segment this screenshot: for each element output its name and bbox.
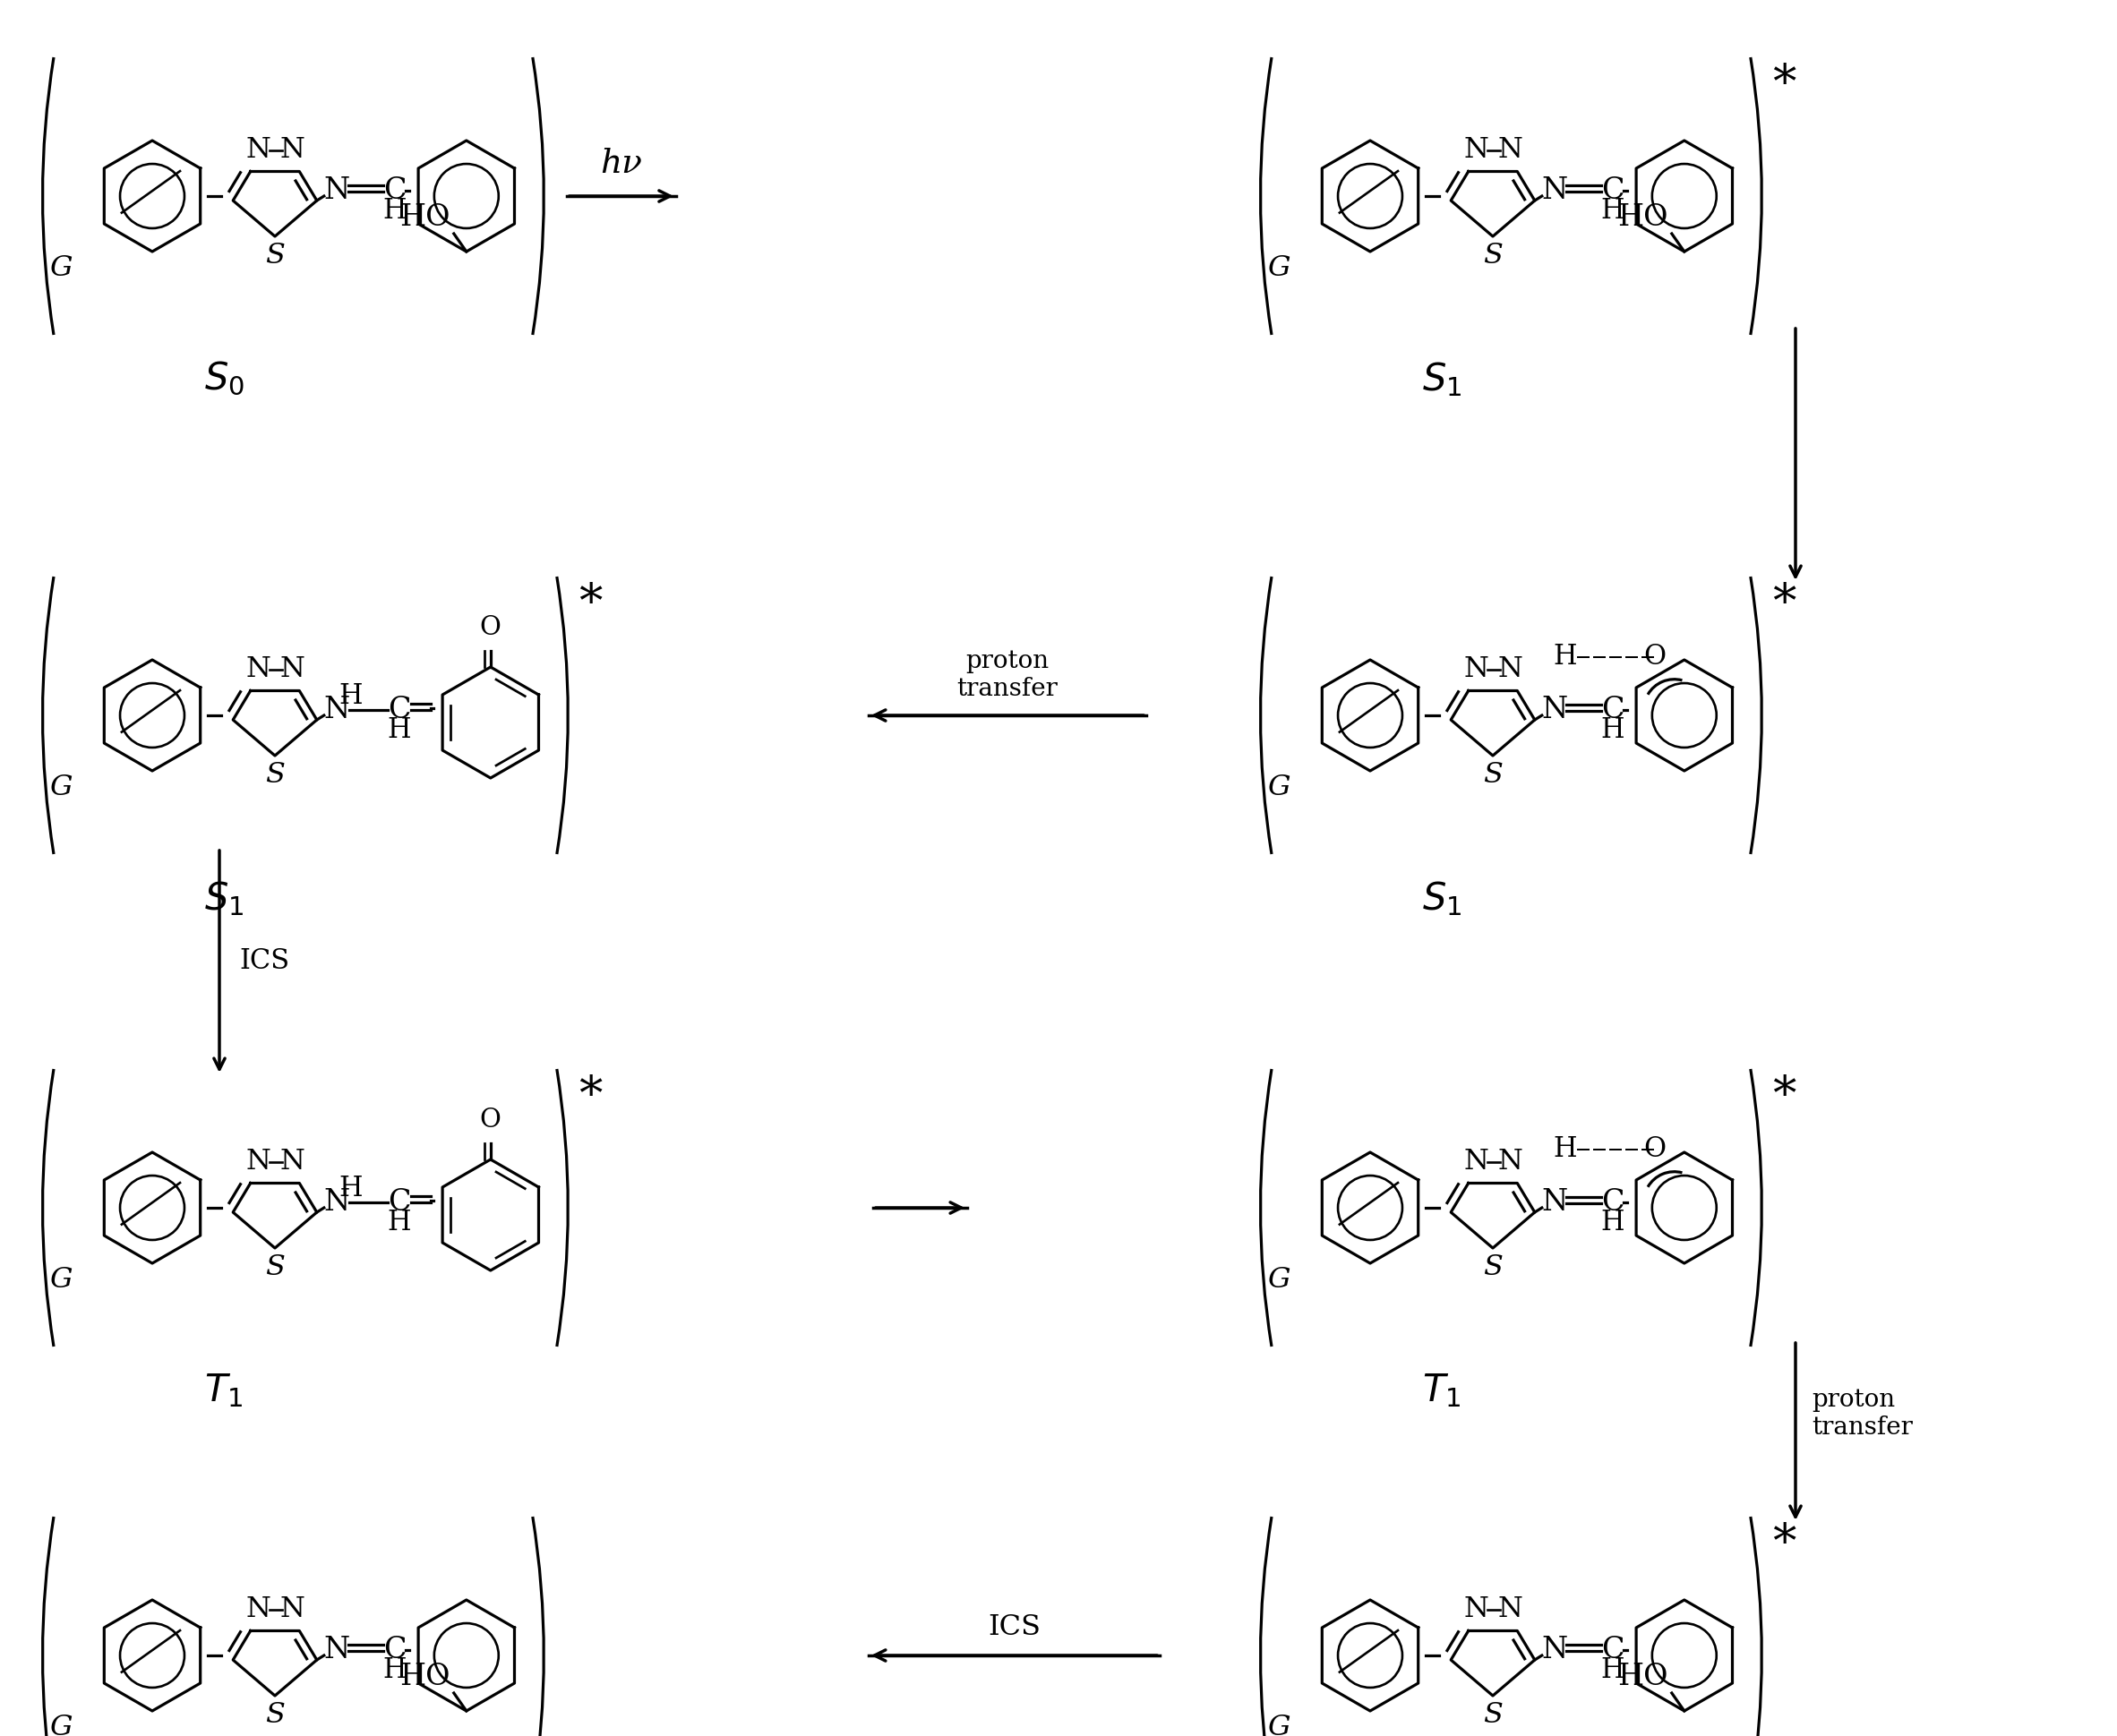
Text: N: N xyxy=(279,656,305,684)
Text: $\mathit{S}_0$: $\mathit{S}_0$ xyxy=(203,359,243,398)
Text: C: C xyxy=(1600,1187,1624,1217)
Text: N: N xyxy=(324,177,349,205)
Text: *: * xyxy=(578,1073,601,1120)
Text: $\mathit{T}_1$: $\mathit{T}_1$ xyxy=(205,1371,243,1410)
Text: O: O xyxy=(481,1108,502,1132)
Text: hν: hν xyxy=(601,148,641,181)
Text: N: N xyxy=(279,1595,305,1623)
Text: H: H xyxy=(1600,1208,1624,1236)
Text: H: H xyxy=(1600,717,1624,745)
Text: S: S xyxy=(1484,1701,1503,1729)
Text: H: H xyxy=(1554,1135,1577,1163)
Text: *: * xyxy=(1772,62,1795,108)
Text: HO: HO xyxy=(400,1663,451,1691)
Text: N: N xyxy=(324,1187,349,1217)
Text: C: C xyxy=(383,177,406,205)
Text: proton
transfer: proton transfer xyxy=(957,649,1058,701)
Text: C: C xyxy=(387,696,411,724)
Text: G: G xyxy=(49,773,72,800)
Text: S: S xyxy=(1484,1253,1503,1281)
Text: H: H xyxy=(1600,1656,1624,1684)
Text: *: * xyxy=(578,582,601,627)
Text: C: C xyxy=(1600,696,1624,724)
Text: C: C xyxy=(387,1187,411,1217)
Text: $\mathit{T}_1$: $\mathit{T}_1$ xyxy=(1423,1371,1461,1410)
Text: G: G xyxy=(1268,253,1289,281)
Text: N: N xyxy=(1541,1635,1567,1665)
Text: proton
transfer: proton transfer xyxy=(1812,1387,1914,1439)
Text: S: S xyxy=(265,241,284,269)
Text: S: S xyxy=(265,1253,284,1281)
Text: S: S xyxy=(1484,241,1503,269)
Text: N: N xyxy=(246,656,271,684)
Text: N: N xyxy=(246,1147,271,1175)
Text: O: O xyxy=(1643,644,1666,672)
Text: N: N xyxy=(1463,1595,1488,1623)
Text: HO: HO xyxy=(400,203,451,233)
Text: O: O xyxy=(481,615,502,641)
Text: $\mathit{S}_1$: $\mathit{S}_1$ xyxy=(1423,359,1461,398)
Text: N: N xyxy=(246,137,271,165)
Text: HO: HO xyxy=(1617,1663,1668,1691)
Text: N: N xyxy=(1463,656,1488,684)
Text: H: H xyxy=(383,198,406,226)
Text: N: N xyxy=(1497,1147,1522,1175)
Text: HO: HO xyxy=(1617,203,1668,233)
Text: G: G xyxy=(49,1713,72,1736)
Text: N: N xyxy=(1541,177,1567,205)
Text: H: H xyxy=(339,1174,362,1201)
Text: N: N xyxy=(1497,1595,1522,1623)
Text: N: N xyxy=(1541,1187,1567,1217)
Text: H: H xyxy=(339,682,362,710)
Text: G: G xyxy=(1268,1713,1289,1736)
Text: C: C xyxy=(1600,1635,1624,1665)
Text: N: N xyxy=(324,1635,349,1665)
Text: ICS: ICS xyxy=(239,948,290,976)
Text: H: H xyxy=(387,717,411,745)
Text: *: * xyxy=(1772,1521,1795,1568)
Text: *: * xyxy=(1772,582,1795,627)
Text: G: G xyxy=(49,1266,72,1293)
Text: ICS: ICS xyxy=(989,1613,1042,1641)
Text: G: G xyxy=(49,253,72,281)
Text: N: N xyxy=(1541,696,1567,724)
Text: $\mathit{S}_1$: $\mathit{S}_1$ xyxy=(203,878,243,918)
Text: N: N xyxy=(1497,137,1522,165)
Text: N: N xyxy=(1463,137,1488,165)
Text: G: G xyxy=(1268,1266,1289,1293)
Text: G: G xyxy=(1268,773,1289,800)
Text: H: H xyxy=(383,1656,406,1684)
Text: S: S xyxy=(1484,760,1503,788)
Text: O: O xyxy=(1643,1135,1666,1163)
Text: N: N xyxy=(324,696,349,724)
Text: S: S xyxy=(265,1701,284,1729)
Text: *: * xyxy=(1772,1073,1795,1120)
Text: C: C xyxy=(383,1635,406,1665)
Text: C: C xyxy=(1600,177,1624,205)
Text: N: N xyxy=(1463,1147,1488,1175)
Text: H: H xyxy=(387,1208,411,1236)
Text: N: N xyxy=(1497,656,1522,684)
Text: $\mathit{S}_1$: $\mathit{S}_1$ xyxy=(1423,878,1461,918)
Text: N: N xyxy=(246,1595,271,1623)
Text: H: H xyxy=(1600,198,1624,226)
Text: N: N xyxy=(279,1147,305,1175)
Text: S: S xyxy=(265,760,284,788)
Text: N: N xyxy=(279,137,305,165)
Text: H: H xyxy=(1554,644,1577,672)
